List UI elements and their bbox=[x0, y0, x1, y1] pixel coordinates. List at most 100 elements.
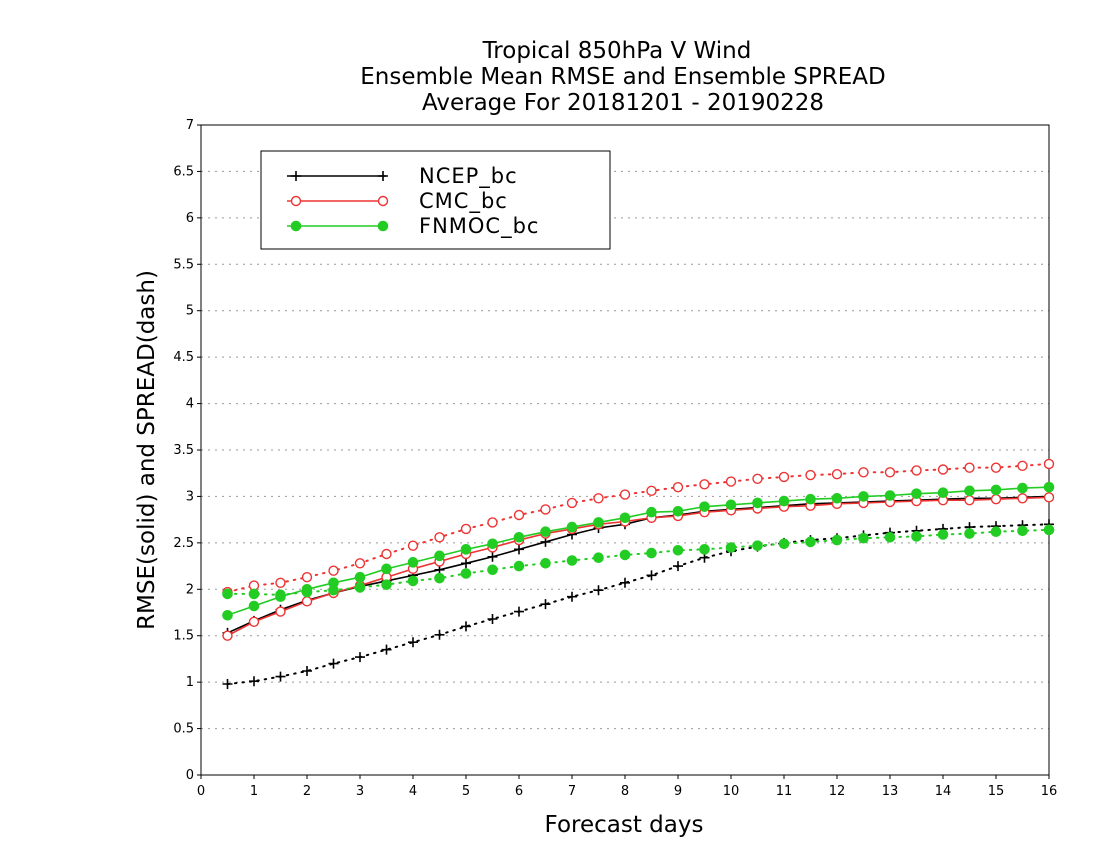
fnmoc-bc-spread-point bbox=[1043, 524, 1055, 536]
fnmoc-bc-rmse-point bbox=[222, 609, 233, 621]
cmc-bc-spread-point bbox=[831, 468, 843, 480]
legend-entry-ncep-bc: NCEP_bc bbox=[287, 164, 518, 189]
series-layer bbox=[222, 458, 1055, 689]
cmc-bc-spread-point bbox=[619, 489, 631, 500]
cmc-bc-spread-point bbox=[328, 565, 339, 576]
ncep-bc-spread-point bbox=[302, 666, 312, 676]
ncep-bc-spread-point bbox=[355, 652, 365, 663]
ncep-bc-spread-point bbox=[620, 577, 630, 588]
cmc-bc-spread-point bbox=[778, 471, 790, 483]
x-tick-label: 4 bbox=[409, 784, 417, 799]
fnmoc-bc-rmse-point bbox=[1017, 482, 1028, 494]
cmc-bc-rmse-point bbox=[275, 606, 286, 617]
x-tick-label: 11 bbox=[776, 784, 793, 799]
fnmoc-bc-spread-point bbox=[222, 588, 233, 600]
x-tick-label: 5 bbox=[462, 784, 470, 799]
cmc-bc-spread-series bbox=[222, 458, 1055, 598]
fnmoc-bc-rmse-point bbox=[328, 577, 339, 589]
x-tick-label: 7 bbox=[568, 784, 576, 799]
legend-entry-cmc-bc: CMC_bc bbox=[287, 189, 507, 214]
title-line-3: Average For 20181201 - 20190228 bbox=[422, 90, 824, 116]
fnmoc-bc-spread-point bbox=[752, 540, 763, 551]
fnmoc-bc-rmse-point bbox=[805, 493, 816, 505]
cmc-bc-spread-point bbox=[434, 532, 445, 543]
x-tick-label: 13 bbox=[882, 784, 899, 799]
fnmoc-bc-spread-point bbox=[593, 552, 604, 564]
title-line-2: Ensemble Mean RMSE and Ensemble SPREAD bbox=[360, 64, 885, 90]
fnmoc-bc-rmse-point bbox=[937, 487, 949, 499]
cmc-bc-rmse-point bbox=[248, 616, 260, 627]
chart-title: Tropical 850hPa V Wind Ensemble Mean RMS… bbox=[360, 38, 885, 116]
x-tick-label: 3 bbox=[356, 784, 364, 799]
fnmoc-bc-spread-point bbox=[858, 532, 869, 544]
fnmoc-bc-rmse-point bbox=[1043, 481, 1055, 493]
fnmoc-bc-rmse-point bbox=[513, 531, 525, 543]
fnmoc-bc-spread-point bbox=[831, 534, 843, 546]
fnmoc-bc-spread-point bbox=[699, 544, 710, 555]
fnmoc-bc-spread-point bbox=[884, 531, 896, 543]
cmc-bc-rmse-point bbox=[990, 494, 1002, 505]
fnmoc-bc-spread-point bbox=[354, 582, 366, 593]
cmc-bc-spread-point bbox=[513, 509, 525, 521]
ncep-bc-spread-point bbox=[328, 658, 339, 669]
y-tick-label: 2 bbox=[186, 582, 194, 597]
fnmoc-bc-rmse-point bbox=[646, 506, 657, 518]
cmc-bc-spread-point bbox=[540, 504, 551, 515]
fnmoc-bc-rmse-point bbox=[566, 521, 578, 533]
fnmoc-bc-rmse-point bbox=[778, 495, 790, 507]
fnmoc-bc-spread-line bbox=[226, 528, 1050, 596]
cmc-bc-spread-point bbox=[1043, 458, 1055, 470]
cmc-bc-spread-point bbox=[646, 485, 657, 497]
legend-label: FNMOC_bc bbox=[419, 214, 539, 239]
fnmoc-bc-spread-point bbox=[778, 538, 790, 550]
fnmoc-bc-rmse-point bbox=[672, 505, 684, 517]
fnmoc-bc-rmse-point bbox=[884, 490, 896, 501]
legend-entry-fnmoc-bc: FNMOC_bc bbox=[287, 214, 539, 239]
cmc-bc-spread-point bbox=[937, 464, 949, 475]
y-tick-label: 6.5 bbox=[173, 164, 194, 179]
x-axis-ticks: 0 1 2 3 4 5 6 7 8 9 10 11 12 13 14 15 16 bbox=[197, 775, 1057, 799]
ncep-bc-spread-point bbox=[408, 637, 418, 648]
legend-box bbox=[260, 150, 611, 250]
x-tick-label: 1 bbox=[250, 784, 258, 799]
cmc-bc-spread-point bbox=[752, 473, 763, 484]
fnmoc-bc-spread-point bbox=[911, 531, 922, 542]
fnmoc-bc-rmse-series bbox=[222, 481, 1055, 621]
fnmoc-bc-spread-point bbox=[460, 568, 472, 579]
ncep-bc-spread-point bbox=[487, 614, 498, 624]
cmc-bc-spread-point bbox=[566, 497, 578, 509]
ncep-bc-spread-point bbox=[593, 585, 604, 596]
fnmoc-bc-rmse-point bbox=[301, 583, 313, 595]
cmc-bc-spread-point bbox=[1017, 460, 1028, 471]
y-gridlines bbox=[201, 170, 1049, 730]
ncep-bc-spread-point bbox=[249, 676, 259, 687]
cmc-bc-rmse-point bbox=[1017, 493, 1028, 504]
fnmoc-bc-rmse-point bbox=[619, 512, 631, 524]
cmc-bc-spread-point bbox=[593, 493, 604, 504]
x-tick-label: 14 bbox=[935, 784, 952, 799]
ncep-bc-spread-point bbox=[461, 621, 471, 632]
cmc-bc-spread-point bbox=[487, 517, 498, 528]
y-axis-title: RMSE(solid) and SPREAD(dash) bbox=[134, 270, 160, 630]
ncep-bc-spread-point bbox=[673, 561, 683, 572]
ncep-bc-rmse-point bbox=[461, 558, 471, 569]
legend-label: NCEP_bc bbox=[419, 164, 518, 189]
x-tick-label: 8 bbox=[621, 784, 629, 799]
fnmoc-bc-rmse-line bbox=[227, 486, 1050, 617]
legend-marker bbox=[290, 195, 302, 207]
fnmoc-bc-rmse-point bbox=[699, 501, 710, 512]
y-tick-label: 3 bbox=[186, 489, 194, 504]
fnmoc-bc-spread-point bbox=[964, 528, 975, 539]
legend-marker bbox=[377, 220, 389, 232]
y-tick-label: 5 bbox=[186, 304, 194, 319]
y-tick-label: 3.5 bbox=[173, 443, 194, 458]
fnmoc-bc-rmse-point bbox=[911, 488, 922, 499]
fnmoc-bc-rmse-point bbox=[487, 538, 498, 550]
y-tick-label: 6 bbox=[186, 211, 194, 226]
ncep-bc-spread-line bbox=[226, 523, 1050, 685]
legend-marker bbox=[291, 171, 301, 181]
cmc-bc-spread-point bbox=[858, 467, 869, 478]
y-axis-ticks: 0 0.5 1 1.5 2 2.5 3 3.5 4 4.5 5 5.5 6 6.5 7 bbox=[173, 118, 201, 783]
x-tick-label: 0 bbox=[197, 784, 205, 799]
ncep-bc-spread-point bbox=[540, 599, 551, 610]
